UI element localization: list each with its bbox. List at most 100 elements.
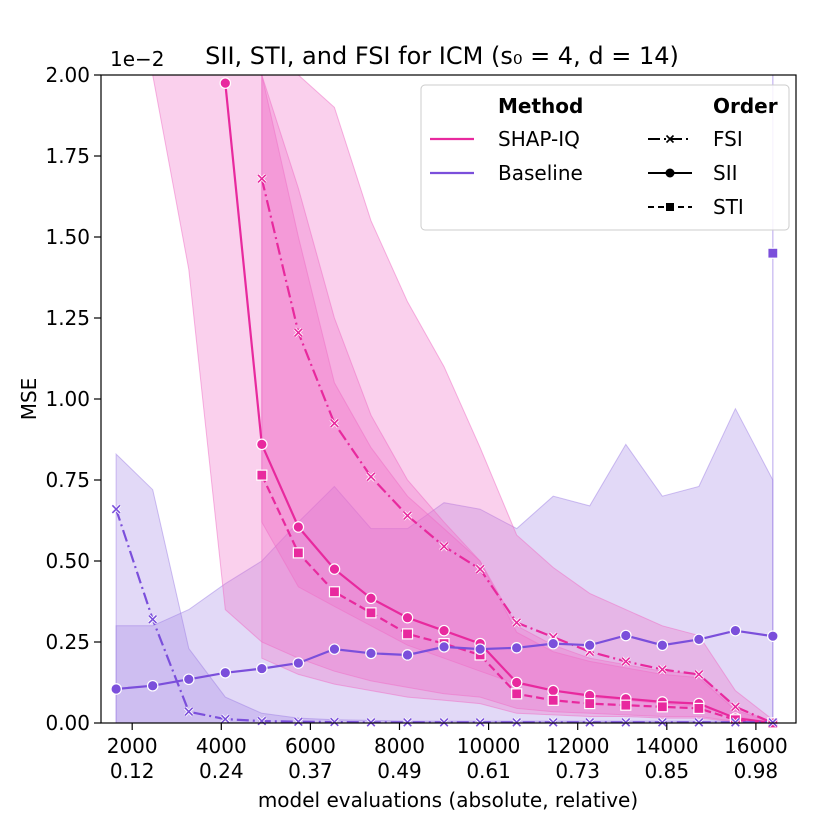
marker-baseline-sii xyxy=(510,642,523,654)
marker-baseline-fsi xyxy=(584,717,595,728)
marker-baseline-fsi xyxy=(366,717,376,728)
x-tick-label-absolute: 8000 xyxy=(374,734,425,758)
line-shap-iq-sii xyxy=(224,82,773,723)
x-tick-label-relative: 0.98 xyxy=(734,759,779,783)
band-shap-iq-sii xyxy=(152,75,773,723)
confidence-bands xyxy=(115,75,774,723)
marker-baseline-fsi xyxy=(657,717,668,728)
legend: Method Order SHAP-IQ Baseline FSI SII ST… xyxy=(420,84,790,231)
marker-shap-iq-fsi xyxy=(293,327,304,338)
y-tick-label: 1.00 xyxy=(45,387,90,411)
marker-baseline-fsi xyxy=(147,614,158,625)
marker-baseline-sii xyxy=(438,641,450,653)
legend-order-header: Order xyxy=(713,94,778,118)
marker-baseline-sii xyxy=(583,639,596,652)
marker-baseline-fsi xyxy=(511,717,522,728)
marker-baseline-sii xyxy=(401,649,414,661)
marker-baseline-fsi xyxy=(475,717,486,728)
legend-sti-marker-icon xyxy=(666,203,674,211)
marker-baseline-sii xyxy=(620,629,632,642)
legend-sii-marker-icon xyxy=(665,168,675,178)
marker-shap-iq-sti xyxy=(328,586,341,598)
x-tick-label-relative: 0.85 xyxy=(645,759,690,783)
marker-shap-iq-sti xyxy=(365,607,377,619)
marker-shap-iq-sii xyxy=(510,676,523,689)
x-tick-label-relative: 0.49 xyxy=(377,759,422,783)
marker-baseline-fsi xyxy=(693,717,704,728)
marker-shap-iq-sti xyxy=(256,469,268,481)
marker-shap-iq-fsi xyxy=(693,669,704,680)
y-tick-label: 1.25 xyxy=(45,306,90,330)
y-tick-label: 0.25 xyxy=(45,630,90,654)
marker-shap-iq-sti xyxy=(511,688,523,700)
legend-shapiq-label: SHAP-IQ xyxy=(498,127,580,151)
marker-baseline-fsi xyxy=(620,717,631,728)
y-tick-label: 2.00 xyxy=(45,63,90,87)
marker-baseline-sii xyxy=(256,662,268,675)
band-baseline-sii xyxy=(115,407,774,723)
y-axis-label: MSE xyxy=(17,378,41,421)
marker-shap-iq-sti xyxy=(656,701,668,713)
x-tick-label-relative: 0.61 xyxy=(466,759,511,783)
marker-shap-iq-sii xyxy=(292,521,305,533)
series-markers xyxy=(110,77,779,729)
x-tick-label-absolute: 16000 xyxy=(724,734,788,758)
legend-sti-label: STI xyxy=(713,195,744,219)
marker-baseline-sti xyxy=(767,247,779,259)
marker-shap-iq-sti xyxy=(584,697,596,710)
marker-shap-iq-sii xyxy=(256,438,268,451)
marker-shap-iq-fsi xyxy=(439,541,449,552)
y-tick-label: 0.75 xyxy=(45,468,90,492)
x-tick-label-absolute: 2000 xyxy=(107,734,158,758)
y-axis: 0.00 0.25 0.50 0.75 1.00 1.25 1.50 1.75 2.00 xyxy=(45,63,101,735)
marker-baseline-sii xyxy=(365,647,377,660)
legend-method-header: Method xyxy=(498,94,583,118)
legend-box xyxy=(420,84,790,231)
marker-shap-iq-sti xyxy=(693,702,705,715)
marker-baseline-fsi xyxy=(548,717,559,728)
x-tick-label-absolute: 10000 xyxy=(457,734,521,758)
marker-baseline-fsi xyxy=(402,717,413,728)
marker-baseline-sii xyxy=(292,657,305,669)
marker-baseline-sii xyxy=(767,630,779,642)
marker-shap-iq-fsi xyxy=(256,173,267,184)
marker-baseline-sii xyxy=(219,666,232,679)
chart-title: SII, STI, and FSI for ICM (s₀ = 4, d = 1… xyxy=(205,42,679,70)
marker-baseline-sii xyxy=(110,683,122,695)
marker-shap-iq-sii xyxy=(219,77,232,89)
marker-shap-iq-fsi xyxy=(511,617,522,628)
marker-shap-iq-fsi xyxy=(402,510,413,521)
marker-baseline-fsi xyxy=(220,714,231,725)
y-tick-label: 0.00 xyxy=(45,711,90,735)
x-tick-label-absolute: 4000 xyxy=(196,734,247,758)
marker-baseline-fsi xyxy=(293,716,304,727)
marker-shap-iq-fsi xyxy=(657,664,668,675)
marker-shap-iq-fsi xyxy=(366,471,376,482)
x-axis-label: model evaluations (absolute, relative) xyxy=(258,788,638,812)
marker-baseline-sii xyxy=(328,643,341,655)
marker-shap-iq-fsi xyxy=(329,418,340,429)
marker-baseline-fsi xyxy=(183,706,194,717)
x-tick-label-absolute: 14000 xyxy=(635,734,699,758)
x-tick-label-relative: 0.12 xyxy=(110,759,155,783)
x-tick-label-absolute: 12000 xyxy=(546,734,610,758)
legend-baseline-label: Baseline xyxy=(498,161,583,185)
marker-baseline-sii xyxy=(729,624,742,637)
marker-shap-iq-sii xyxy=(547,684,559,697)
marker-shap-iq-sti xyxy=(620,699,632,711)
marker-shap-iq-sti xyxy=(547,694,559,706)
marker-shap-iq-sii xyxy=(328,563,341,575)
marker-baseline-sii xyxy=(656,639,669,652)
marker-baseline-fsi xyxy=(329,717,340,727)
marker-shap-iq-sti xyxy=(292,547,304,559)
marker-baseline-fsi xyxy=(767,717,778,728)
x-tick-label-relative: 0.73 xyxy=(555,759,600,783)
marker-baseline-sii xyxy=(146,679,159,692)
band-shap-iq-fsi xyxy=(261,75,774,723)
legend-fsi-label: FSI xyxy=(713,127,743,151)
y-tick-label: 1.75 xyxy=(45,144,90,168)
marker-shap-iq-sii xyxy=(365,592,377,605)
marker-shap-iq-fsi xyxy=(475,564,486,575)
marker-baseline-sii xyxy=(474,643,486,655)
